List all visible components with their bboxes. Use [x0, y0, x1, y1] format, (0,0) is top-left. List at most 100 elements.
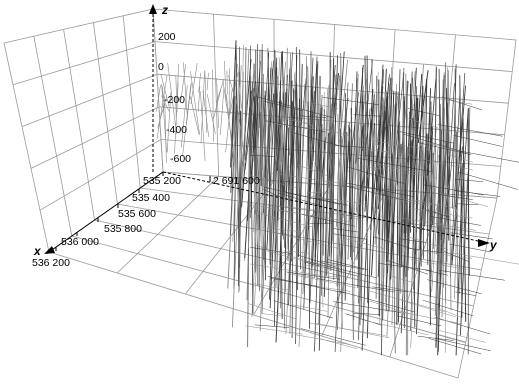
wire-trace	[257, 95, 265, 215]
grid-line	[93, 22, 118, 205]
wire-trace	[303, 261, 359, 277]
wire-trace	[457, 203, 479, 206]
wire-trace	[368, 300, 411, 315]
wire-trace	[338, 51, 345, 127]
wire-trace	[308, 56, 318, 222]
wire-trace	[412, 118, 416, 328]
wire-trace	[244, 46, 247, 157]
wire-trace	[449, 243, 490, 252]
y-tick-label: 2 691 600	[213, 175, 260, 187]
wire-trace	[333, 233, 367, 240]
wire-trace	[362, 67, 366, 201]
wire-trace	[463, 178, 468, 256]
wire-trace	[402, 128, 405, 254]
wire-trace	[417, 335, 454, 341]
wire-trace	[261, 313, 284, 317]
wire-trace	[422, 300, 474, 317]
wire-trace	[309, 115, 318, 304]
wire-trace	[337, 82, 349, 331]
wire-trace	[460, 161, 463, 318]
wire-trace	[385, 104, 388, 312]
wire-trace	[325, 59, 332, 278]
wire-trace	[448, 154, 473, 163]
wire-trace	[412, 199, 457, 209]
wire-trace	[302, 104, 313, 295]
wire-trace	[250, 97, 256, 219]
wire-trace	[198, 72, 201, 93]
wire-trace	[366, 122, 375, 339]
wire-trace	[432, 152, 434, 226]
wire-trace	[437, 329, 486, 343]
x-tick-label: 536 000	[61, 236, 99, 248]
wire-trace	[250, 263, 321, 276]
wire-trace	[267, 122, 314, 129]
wire-trace	[304, 260, 377, 279]
wire-trace	[407, 141, 413, 271]
wire-trace	[322, 97, 379, 105]
z-axis-letter: z	[161, 3, 168, 17]
wire-trace	[263, 189, 285, 200]
wire-trace	[275, 124, 288, 343]
wire-trace	[291, 88, 294, 339]
wire-trace	[250, 247, 291, 254]
wire-trace	[298, 254, 337, 268]
wire-trace	[387, 90, 395, 274]
wire-trace	[343, 92, 346, 219]
wire-trace	[315, 75, 321, 167]
wire-trace	[392, 196, 440, 207]
wire-trace	[455, 291, 477, 296]
wire-trace	[343, 107, 347, 292]
wire-trace	[391, 153, 396, 354]
wire-trace	[438, 79, 444, 304]
wire-trace	[405, 235, 449, 250]
wire-trace	[241, 90, 252, 208]
wire-trace	[273, 74, 277, 231]
grid-line	[63, 29, 95, 221]
wire-trace	[428, 127, 437, 213]
wire-trace	[399, 131, 454, 144]
wire-trace	[450, 232, 493, 240]
wire-trace	[283, 250, 309, 254]
wire-trace	[288, 107, 296, 191]
wire-trace	[200, 91, 206, 162]
wire-trace	[416, 141, 423, 317]
wire-trace	[330, 100, 334, 237]
wire-trace	[285, 121, 298, 335]
wire-trace	[181, 85, 188, 148]
wire-trace	[453, 135, 502, 147]
x-tick-label: 535 200	[143, 175, 181, 187]
wire-trace	[290, 131, 346, 148]
x-axis-letter: x	[33, 244, 42, 258]
wire-trace	[310, 89, 312, 174]
wire-trace	[327, 259, 369, 271]
wire-trace	[403, 101, 406, 249]
wire-trace	[254, 244, 306, 261]
wire-trace	[229, 79, 238, 236]
wire-trace	[461, 166, 464, 254]
wire-trace	[319, 260, 365, 270]
wire-trace	[317, 286, 351, 292]
wire-trace	[348, 167, 405, 184]
wire-trace	[312, 63, 318, 161]
wire-trace	[345, 238, 386, 250]
wire-trace	[316, 75, 322, 245]
wire-trace	[427, 279, 482, 294]
wire-trace	[255, 96, 334, 119]
y-axis-letter: y	[489, 238, 498, 252]
wire-trace	[220, 88, 225, 136]
wire-trace	[362, 65, 368, 182]
wire-trace	[277, 51, 283, 171]
wire-trace	[437, 124, 503, 137]
wire-trace	[349, 105, 361, 279]
wire-trace	[300, 328, 366, 346]
wire-trace	[182, 84, 192, 157]
wire-trace	[299, 65, 308, 224]
wire-trace	[428, 96, 473, 105]
wire-trace	[372, 286, 408, 293]
wire-trace	[334, 114, 346, 353]
wire-trace	[190, 96, 200, 135]
wire-trace	[311, 195, 370, 205]
wire-trace	[160, 74, 170, 107]
wire-trace	[408, 248, 444, 254]
